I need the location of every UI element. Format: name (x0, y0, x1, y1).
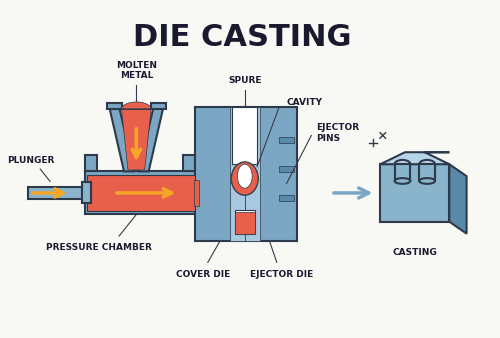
Text: MOLTEN
METAL: MOLTEN METAL (116, 61, 157, 80)
Bar (84, 154, 97, 171)
Bar (280, 137, 294, 143)
Polygon shape (122, 109, 151, 170)
Ellipse shape (232, 162, 258, 195)
Bar (28, 187, 87, 199)
Ellipse shape (394, 160, 410, 169)
Polygon shape (139, 107, 164, 171)
Text: DIE CASTING: DIE CASTING (133, 23, 352, 52)
Bar (82, 183, 91, 203)
Bar (420, 164, 435, 181)
Text: EJECTOR DIE: EJECTOR DIE (250, 270, 314, 279)
Bar (230, 107, 245, 241)
Bar (245, 107, 296, 241)
Bar (235, 210, 255, 234)
Bar (196, 107, 245, 241)
Bar (235, 212, 255, 234)
Text: COVER DIE: COVER DIE (176, 270, 230, 279)
Ellipse shape (420, 178, 435, 184)
Ellipse shape (420, 160, 435, 169)
Bar (84, 171, 198, 215)
Bar (183, 154, 196, 171)
Bar (280, 166, 294, 172)
Ellipse shape (394, 178, 410, 184)
Polygon shape (109, 107, 134, 171)
Polygon shape (380, 152, 450, 164)
Bar (280, 195, 294, 201)
Bar (106, 103, 122, 109)
Bar (245, 107, 260, 241)
Text: CAVITY: CAVITY (286, 98, 322, 107)
Ellipse shape (238, 164, 252, 188)
Text: PLUNGER: PLUNGER (6, 156, 54, 165)
Text: CASTING: CASTING (392, 248, 437, 257)
Ellipse shape (231, 162, 258, 195)
Text: EJECTOR
PINS: EJECTOR PINS (316, 123, 360, 143)
Polygon shape (450, 164, 466, 234)
Bar (87, 175, 196, 211)
Polygon shape (122, 102, 151, 109)
Text: PRESSURE CHAMBER: PRESSURE CHAMBER (46, 243, 152, 252)
Bar (151, 103, 166, 109)
Bar (394, 164, 410, 181)
Bar (232, 107, 257, 164)
Bar (380, 164, 450, 222)
Bar (194, 179, 199, 207)
Text: SPURE: SPURE (228, 76, 262, 85)
